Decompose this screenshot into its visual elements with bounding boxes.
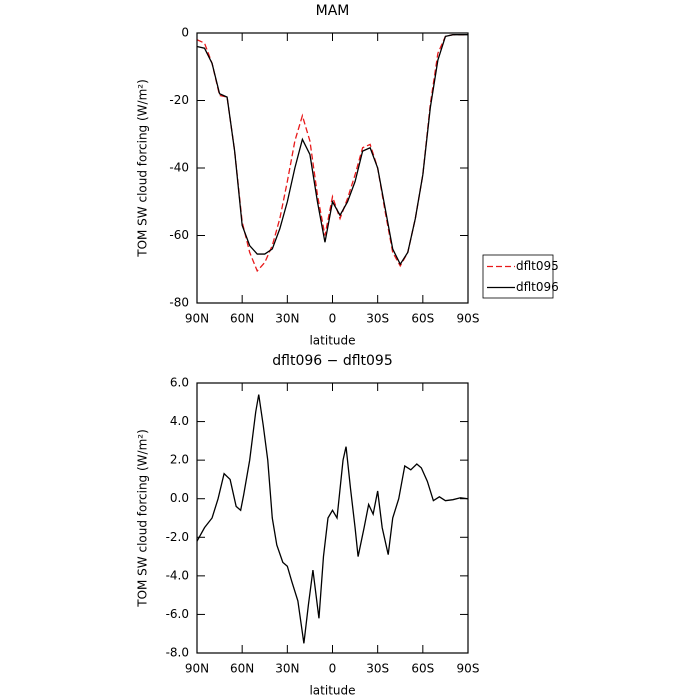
x-tick-label: 30S <box>366 312 389 326</box>
plot-frame <box>196 382 469 654</box>
legend-label: dflt095 <box>516 259 559 273</box>
x-tick-label: 90N <box>185 312 209 326</box>
chart-title: MAM <box>316 3 350 19</box>
y-tick-label: -20 <box>169 93 189 107</box>
data-line <box>196 394 469 644</box>
x-tick-label: 0 <box>329 662 337 676</box>
legend-box <box>482 254 554 299</box>
x-tick-label: 90S <box>457 312 480 326</box>
y-tick-label: -2.0 <box>166 530 189 544</box>
chart-title: dflt096 − dflt095 <box>272 353 392 369</box>
y-axis-label: TOM SW cloud forcing (W/m²) <box>136 429 150 608</box>
x-tick-label: 60N <box>230 662 254 676</box>
x-tick-label: 30N <box>275 662 299 676</box>
y-tick-label: 4.0 <box>170 414 189 428</box>
plot-frame <box>196 32 469 304</box>
x-tick-label: 60N <box>230 312 254 326</box>
y-tick-label: -60 <box>169 228 189 242</box>
y-tick-label: 0 <box>181 26 189 40</box>
y-tick-label: -8.0 <box>166 646 189 660</box>
y-tick-label: 0.0 <box>170 491 189 505</box>
x-axis-label: latitude <box>309 684 355 698</box>
data-line <box>196 34 468 273</box>
x-tick-label: 90S <box>457 662 480 676</box>
x-tick-label: 30S <box>366 662 389 676</box>
y-tick-label: -6.0 <box>166 607 189 621</box>
y-tick-label: 6.0 <box>170 376 189 390</box>
data-line <box>196 34 468 266</box>
x-tick-label: 0 <box>329 312 337 326</box>
legend-label: dflt096 <box>516 280 559 294</box>
y-tick-label: -40 <box>169 161 189 175</box>
x-tick-label: 60S <box>411 662 434 676</box>
y-tick-label: -80 <box>169 296 189 310</box>
y-axis-label: TOM SW cloud forcing (W/m²) <box>136 79 150 258</box>
x-tick-label: 30N <box>275 312 299 326</box>
x-axis-label: latitude <box>309 334 355 348</box>
y-tick-label: -4.0 <box>166 568 189 582</box>
x-tick-label: 90N <box>185 662 209 676</box>
y-tick-label: 2.0 <box>170 453 189 467</box>
x-tick-label: 60S <box>411 312 434 326</box>
